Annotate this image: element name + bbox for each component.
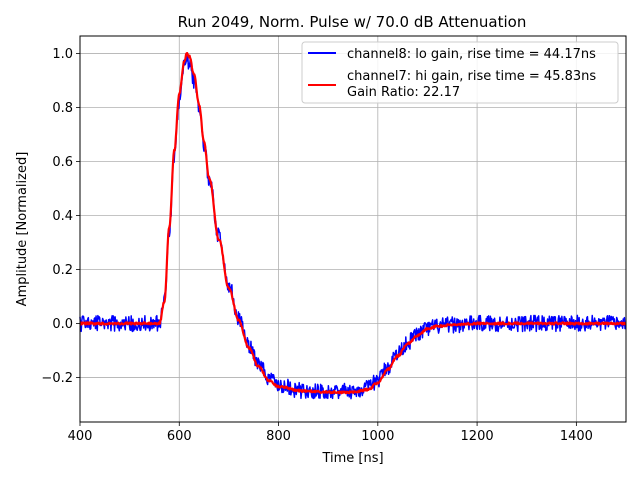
- legend: channel8: lo gain, rise time = 44.17ns c…: [301, 41, 619, 104]
- x-tick-label: 1000: [361, 429, 394, 444]
- y-tick-label: 0.8: [52, 101, 73, 116]
- legend-entry-channel7: channel7: hi gain, rise time = 45.83ns: [347, 69, 596, 84]
- x-tick-label: 1200: [461, 429, 494, 444]
- legend-entry-gain-ratio: Gain Ratio: 22.17: [347, 85, 460, 100]
- y-tick-label: 1.0: [52, 47, 73, 62]
- x-tick-label: 1400: [560, 429, 593, 444]
- x-axis-label: Time [ns]: [321, 451, 383, 466]
- grid: [79, 36, 626, 422]
- y-tick-label: 0.2: [52, 263, 73, 278]
- y-tick-label: 0.4: [52, 209, 73, 224]
- y-tick-label: 0.0: [52, 317, 73, 332]
- y-axis-label: Amplitude [Normalized]: [15, 152, 30, 307]
- series-layer: [79, 52, 627, 400]
- ticks: 400 600 800 1000 1200 1400 −0.2 0.0 0.2 0.4 0.6 0.8…: [41, 47, 592, 444]
- x-tick-label: 600: [167, 429, 192, 444]
- x-tick-label: 400: [68, 429, 93, 444]
- legend-entry-channel8: channel8: lo gain, rise time = 44.17ns: [347, 47, 596, 62]
- plot-frame: [79, 35, 627, 423]
- chart-title: Run 2049, Norm. Pulse w/ 70.0 dB Attenua…: [178, 13, 527, 31]
- y-tick-label: 0.6: [52, 155, 73, 170]
- series-line-channel7: [79, 52, 627, 395]
- legend-box: [301, 41, 619, 104]
- y-tick-label: −0.2: [41, 371, 73, 386]
- x-tick-label: 800: [266, 429, 291, 444]
